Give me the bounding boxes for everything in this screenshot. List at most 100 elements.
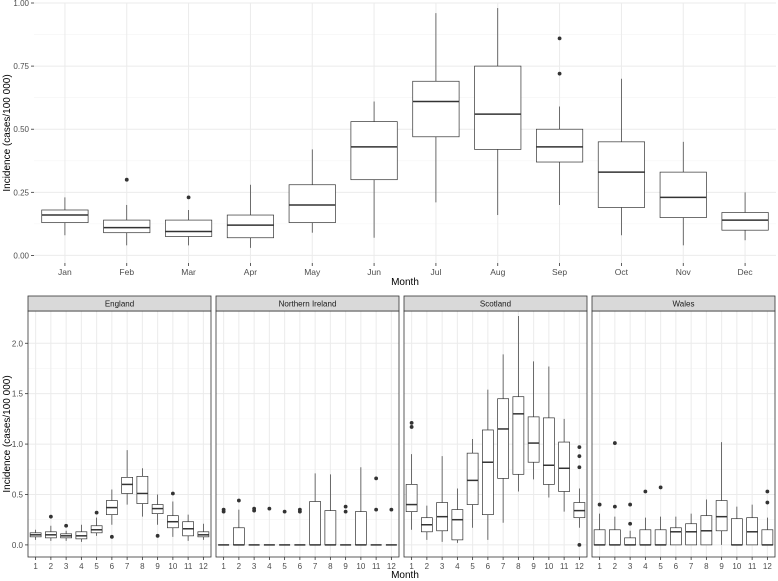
x-tick-label: 7 (313, 562, 318, 571)
box-iqr (355, 511, 367, 546)
y-tick-label: 0.00 (13, 251, 29, 260)
box-iqr (715, 500, 728, 532)
box-6 (350, 101, 398, 238)
box-iqr (639, 529, 652, 546)
facet-strip (591, 295, 776, 312)
outlier-point (374, 476, 379, 481)
box-3 (248, 506, 260, 546)
x-tick-label: 10 (544, 562, 553, 571)
x-axis-title: Month (391, 570, 419, 581)
box-iqr (609, 529, 621, 546)
box-10 (355, 467, 367, 546)
x-tick-label: 12 (763, 562, 772, 571)
x-tick-label: 2 (613, 562, 618, 571)
outlier-point (267, 506, 272, 511)
y-tick-label: 0.75 (13, 62, 29, 71)
box-12 (761, 489, 774, 546)
box-iqr (412, 80, 460, 138)
plot-background (34, 3, 776, 263)
outlier-point (252, 506, 257, 511)
box-3 (60, 523, 72, 541)
box-iqr (482, 429, 494, 516)
box-6 (106, 489, 118, 539)
x-tick-label: 3 (628, 562, 633, 571)
box-iqr (350, 121, 398, 181)
box-iqr (451, 509, 464, 541)
box-9 (536, 36, 584, 205)
outlier-point (577, 454, 582, 459)
x-tick-label: 9 (155, 562, 160, 571)
x-tick-label: 1 (221, 562, 226, 571)
box-iqr (685, 523, 697, 546)
x-tick-label: 3 (252, 562, 257, 571)
x-tick-label: 2 (425, 562, 430, 571)
x-tick-label: 1 (409, 562, 414, 571)
box-iqr (324, 510, 337, 546)
box-8 (324, 474, 337, 546)
x-tick-label: 9 (719, 562, 724, 571)
x-tick-label: 2 (49, 562, 54, 571)
x-tick-label: 12 (387, 562, 396, 571)
box-iqr (593, 529, 606, 546)
y-tick-label: 0.5 (12, 490, 24, 499)
x-tick-label: 6 (298, 562, 303, 571)
outlier-point (109, 534, 114, 539)
box-iqr (474, 65, 522, 150)
x-tick-label: 6 (674, 562, 679, 571)
box-iqr (527, 416, 540, 463)
facet-label: Wales (673, 300, 695, 309)
x-tick-label: 10 (356, 562, 365, 571)
box-12 (721, 192, 769, 241)
outlier-point (236, 498, 241, 503)
box-6 (294, 507, 306, 546)
outlier-point (343, 509, 348, 514)
box-5 (288, 149, 336, 233)
x-tick-label: 5 (658, 562, 663, 571)
x-tick-label: 8 (328, 562, 333, 571)
x-tick-label: 6 (110, 562, 115, 571)
box-2 (421, 505, 433, 540)
box-5 (654, 485, 667, 546)
box-10 (597, 78, 645, 236)
outlier-point (577, 445, 582, 450)
box-9 (715, 442, 728, 545)
outlier-point (597, 502, 602, 507)
x-tick-label: 4 (267, 562, 272, 571)
outlier-point (628, 502, 633, 507)
box-11 (659, 141, 707, 246)
box-2 (609, 441, 621, 546)
x-tick-label: Nov (676, 267, 692, 277)
facet-label: England (105, 300, 134, 309)
x-tick-label: 1 (597, 562, 602, 571)
x-tick-label: 8 (140, 562, 145, 571)
box-2 (233, 498, 245, 546)
x-tick-label: Feb (119, 267, 134, 277)
box-iqr (309, 501, 321, 546)
outlier-point (48, 514, 53, 519)
monthly-incidence-panel: 0.00 0.25 0.50 0.75 1.00 Jan Feb Mar Apr May Jun Ju… (13, 0, 776, 277)
outlier-point (409, 421, 414, 425)
outlier-point (343, 504, 348, 509)
y-axis-title: Incidence (cases/100 000) (2, 375, 13, 492)
x-tick-label: 8 (704, 562, 709, 571)
facet-strip (215, 295, 400, 312)
box-3 (165, 195, 213, 246)
box-iqr (659, 171, 707, 218)
x-tick-label: 5 (282, 562, 287, 571)
box-1 (405, 421, 418, 530)
box-4 (639, 489, 652, 546)
x-tick-label: 5 (470, 562, 475, 571)
outlier-point (612, 504, 617, 509)
box-2 (45, 514, 57, 541)
box-iqr (654, 529, 667, 546)
box-7 (497, 354, 509, 523)
x-tick-label: 11 (184, 562, 193, 571)
x-tick-label: 2 (237, 562, 242, 571)
box-5 (466, 439, 479, 528)
facet-label: Scotland (480, 300, 511, 309)
box-12 (385, 507, 397, 546)
